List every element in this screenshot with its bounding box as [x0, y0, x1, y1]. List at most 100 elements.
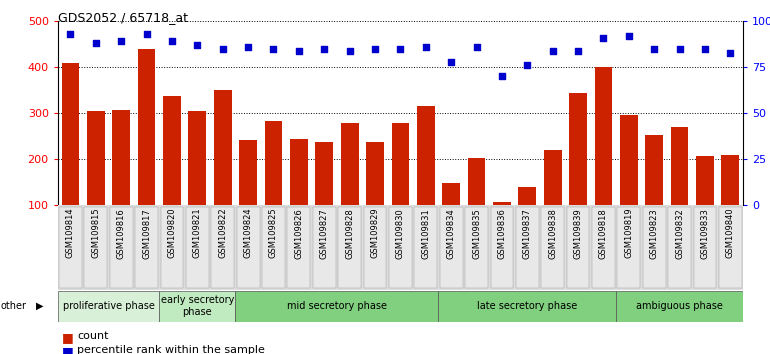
Bar — [287, 207, 310, 288]
Bar — [721, 155, 739, 251]
Bar — [616, 291, 743, 321]
Point — [216, 46, 229, 52]
Bar — [645, 135, 663, 251]
Point — [547, 48, 559, 53]
Bar — [112, 110, 130, 251]
Text: GSM109837: GSM109837 — [523, 208, 532, 259]
Point — [343, 48, 356, 53]
Bar — [518, 187, 536, 251]
Bar — [490, 207, 514, 288]
Text: GSM109814: GSM109814 — [66, 208, 75, 258]
Text: ■: ■ — [62, 331, 73, 344]
Bar — [316, 142, 333, 251]
Bar — [668, 207, 691, 288]
Bar — [696, 156, 714, 251]
Text: GSM109821: GSM109821 — [192, 208, 202, 258]
Text: ▶: ▶ — [36, 301, 44, 311]
Bar — [567, 207, 590, 288]
Bar — [160, 207, 183, 288]
Point — [521, 63, 534, 68]
Text: GDS2052 / 65718_at: GDS2052 / 65718_at — [58, 11, 188, 24]
Point — [470, 44, 483, 50]
Bar — [569, 93, 587, 251]
Bar — [110, 207, 132, 288]
Point — [191, 42, 203, 48]
Point — [445, 59, 457, 64]
Bar — [136, 207, 158, 288]
Bar — [338, 207, 361, 288]
Bar — [620, 115, 638, 251]
Bar — [262, 207, 285, 288]
Text: GSM109824: GSM109824 — [243, 208, 253, 258]
Text: GSM109834: GSM109834 — [447, 208, 456, 259]
Bar — [414, 207, 437, 288]
Point — [267, 46, 280, 52]
Text: other: other — [1, 301, 27, 311]
Text: GSM109815: GSM109815 — [92, 208, 100, 258]
Text: ambiguous phase: ambiguous phase — [636, 301, 723, 311]
Bar — [719, 207, 742, 288]
Bar — [58, 291, 159, 321]
Bar — [239, 140, 257, 251]
Text: percentile rank within the sample: percentile rank within the sample — [77, 345, 265, 354]
Bar — [643, 207, 665, 288]
Text: GSM109823: GSM109823 — [650, 208, 658, 259]
Text: GSM109819: GSM109819 — [624, 208, 634, 258]
Bar — [236, 207, 259, 288]
Text: GSM109836: GSM109836 — [497, 208, 507, 259]
Text: proliferative phase: proliferative phase — [62, 301, 155, 311]
Bar — [594, 67, 612, 251]
Bar — [341, 124, 359, 251]
Text: GSM109818: GSM109818 — [599, 208, 608, 259]
Text: early secretory
phase: early secretory phase — [161, 295, 234, 317]
Point — [572, 48, 584, 53]
Bar — [465, 207, 488, 288]
Point — [725, 50, 737, 55]
Point — [623, 33, 635, 39]
Point — [496, 74, 508, 79]
Bar — [442, 183, 460, 251]
Text: mid secretory phase: mid secretory phase — [287, 301, 387, 311]
Text: GSM109822: GSM109822 — [218, 208, 227, 258]
Text: GSM109835: GSM109835 — [472, 208, 481, 259]
Point — [318, 46, 330, 52]
Bar — [186, 207, 209, 288]
Point — [648, 46, 661, 52]
Bar — [236, 291, 438, 321]
Text: GSM109816: GSM109816 — [117, 208, 126, 259]
Text: GSM109827: GSM109827 — [320, 208, 329, 259]
Bar — [163, 96, 181, 251]
Text: GSM109833: GSM109833 — [701, 208, 709, 259]
Bar — [467, 158, 485, 251]
Text: GSM109831: GSM109831 — [421, 208, 430, 259]
Text: GSM109826: GSM109826 — [294, 208, 303, 259]
Text: late secretory phase: late secretory phase — [477, 301, 578, 311]
Bar — [87, 111, 105, 251]
Point — [242, 44, 254, 50]
Point — [369, 46, 381, 52]
Point — [674, 46, 686, 52]
Bar — [313, 207, 336, 288]
Bar — [671, 127, 688, 251]
Text: GSM109820: GSM109820 — [167, 208, 176, 258]
Point — [598, 35, 610, 41]
Bar — [366, 142, 384, 251]
Text: GSM109828: GSM109828 — [345, 208, 354, 259]
Text: GSM109830: GSM109830 — [396, 208, 405, 259]
Bar — [544, 150, 561, 251]
Bar — [189, 111, 206, 251]
Point — [64, 31, 76, 37]
Text: GSM109832: GSM109832 — [675, 208, 684, 259]
Bar — [438, 291, 616, 321]
Bar — [389, 207, 412, 288]
Bar — [618, 207, 640, 288]
Point — [166, 39, 178, 44]
Bar — [59, 207, 82, 288]
Point — [89, 40, 102, 46]
Bar — [214, 90, 232, 251]
Point — [420, 44, 432, 50]
Point — [140, 31, 152, 37]
Text: GSM109838: GSM109838 — [548, 208, 557, 259]
Bar — [363, 207, 387, 288]
Text: GSM109817: GSM109817 — [142, 208, 151, 259]
